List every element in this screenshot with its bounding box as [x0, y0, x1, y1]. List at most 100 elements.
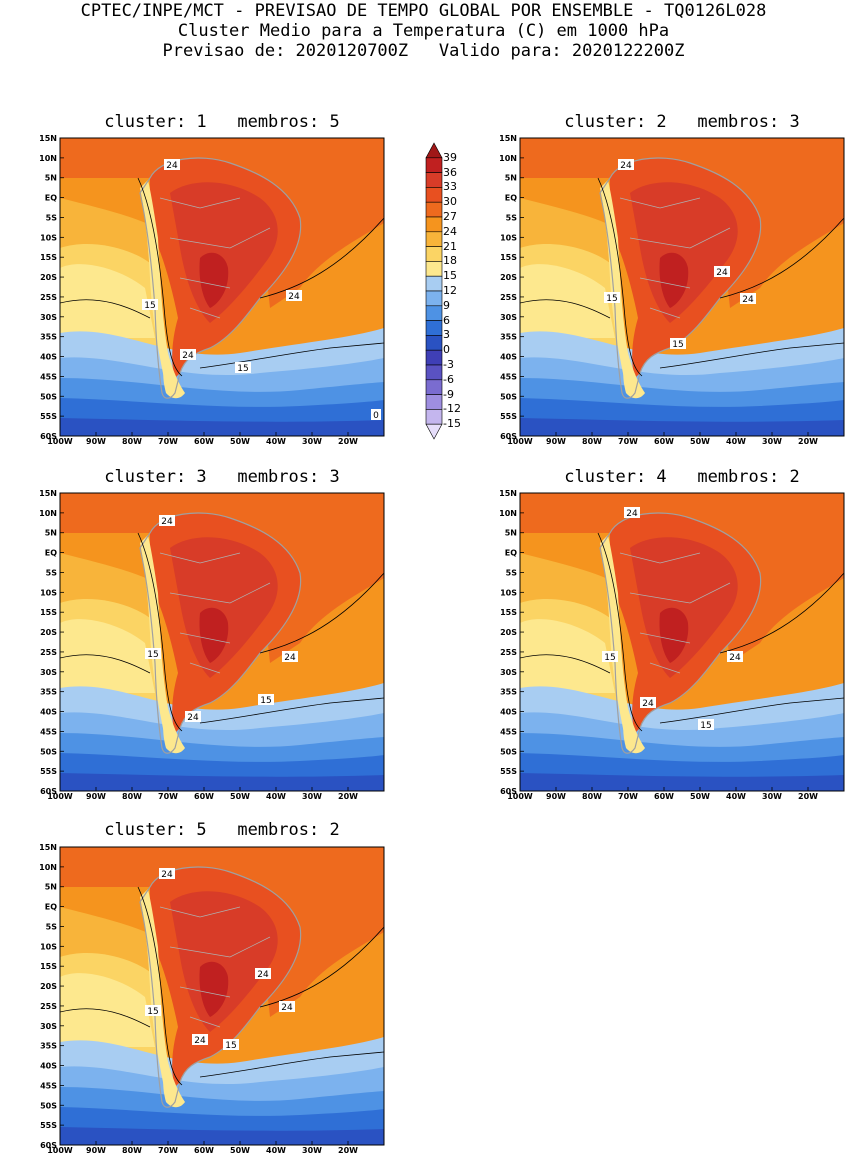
colorbar-label: 36: [443, 165, 457, 179]
contour-label: 24: [620, 161, 632, 171]
colorbar-swatch: [425, 423, 443, 440]
lon-label: 50W: [230, 1146, 250, 1155]
lon-label: 30W: [302, 792, 322, 801]
map-panel-4: 15N 10N 5N EQ 5S 10S 15S 20S 25S 30S 35S 40S 45S 50S 5…: [499, 489, 845, 801]
colorbar-label: 12: [443, 284, 457, 297]
lat-label: EQ: [505, 549, 517, 558]
contour-label-box: [223, 1039, 239, 1050]
contour-label: 15: [672, 340, 683, 350]
lat-label: 20S: [40, 273, 57, 282]
colorbar-swatch: [425, 320, 443, 336]
lon-label: 90W: [86, 792, 106, 801]
lat-label: EQ: [45, 903, 57, 912]
lat-label: 25S: [40, 293, 57, 302]
panel-5-title: cluster: 5 membros: 2: [104, 820, 340, 840]
contour-label-box: [727, 651, 743, 662]
lat-label: 60S: [40, 787, 57, 796]
lat-label: 5S: [46, 922, 58, 931]
colorbar: [425, 142, 443, 440]
lon-label: 50W: [690, 437, 710, 446]
map-field: [60, 493, 384, 791]
lat-label: 5N: [45, 883, 57, 892]
lon-label: 30W: [302, 437, 322, 446]
lat-label: 40S: [500, 708, 517, 717]
contour-label-box: [740, 293, 756, 304]
colorbar-swatch: [425, 409, 443, 425]
lat-label: 35S: [500, 333, 517, 342]
lon-label: 60W: [654, 437, 674, 446]
lat-label: 45S: [500, 727, 517, 736]
lat-label: 10S: [40, 942, 57, 951]
lat-label: 55S: [40, 412, 57, 421]
lat-label: 50S: [500, 747, 517, 756]
lon-label: 40W: [726, 437, 746, 446]
lat-label: 15S: [40, 608, 57, 617]
contour-label-box: [604, 292, 620, 303]
lat-label: 15S: [500, 253, 517, 262]
map-panel-1: 15N 10N 5N EQ 5S 10S 15S 20S 25S 30S 35S 40S 45S 50S 5…: [39, 134, 385, 446]
contour-label: 24: [729, 653, 741, 663]
lat-label: 5S: [46, 568, 58, 577]
lat-label: 5S: [46, 213, 58, 222]
lat-label: 45S: [40, 372, 57, 381]
contour-label: 24: [716, 268, 728, 278]
lon-label: 20W: [338, 792, 358, 801]
contour-label-box: [714, 266, 730, 277]
colorbar-label: 30: [443, 195, 457, 209]
lat-label: EQ: [45, 549, 57, 558]
lat-label: 30S: [40, 1022, 57, 1031]
contour-label-box: [279, 1001, 295, 1012]
colorbar-swatch: [425, 261, 443, 277]
lat-label: 5N: [45, 174, 57, 183]
lat-label: 50S: [40, 1101, 57, 1110]
lat-label: 35S: [40, 1042, 57, 1051]
header-title: CPTEC/INPE/MCT - PREVISAO DE TEMPO GLOBA…: [80, 1, 767, 21]
lat-label: 10N: [499, 509, 517, 518]
lon-label: 100W: [507, 792, 533, 801]
lat-label: 20S: [500, 273, 517, 282]
lat-label: 20S: [40, 628, 57, 637]
colorbar-swatch: [425, 335, 443, 351]
panel-3-title: cluster: 3 membros: 3: [104, 467, 340, 487]
contour-label-box: [185, 711, 201, 722]
lat-label: 40S: [40, 1062, 57, 1071]
contour-label: 15: [237, 364, 248, 374]
lon-label: 50W: [690, 792, 710, 801]
colorbar-label: 39: [443, 150, 457, 164]
contour-label-box: [142, 299, 158, 310]
lon-label: 30W: [762, 437, 782, 446]
colorbar-swatch: [425, 187, 443, 203]
lat-label: 5N: [505, 529, 517, 538]
contour-label-box: [159, 868, 175, 879]
lat-label: 50S: [40, 392, 57, 401]
lat-label: 5S: [506, 213, 518, 222]
map-frame: [519, 492, 845, 792]
map-field: [520, 138, 844, 436]
contour-label-box: [618, 159, 634, 170]
contour-label-box: [180, 349, 196, 360]
contour-label-box: [258, 694, 274, 705]
lat-label: 5N: [505, 174, 517, 183]
contour-label: 15: [225, 1041, 236, 1051]
colorbar-swatch: [425, 275, 443, 292]
contour-label-box: [164, 159, 180, 170]
colorbar-label: -12: [443, 402, 461, 416]
lon-label: 70W: [158, 1146, 178, 1155]
map-panel-5: 15N 10N 5N EQ 5S 10S 15S 20S 25S 30S 35S 40S 45S 50S 5…: [39, 843, 385, 1155]
panel-2-title: cluster: 2 membros: 3: [564, 112, 800, 132]
lon-label: 60W: [194, 437, 214, 446]
header-subtitle: Cluster Medio para a Temperatura (C) em …: [177, 21, 670, 41]
contour-label-box: [282, 651, 298, 662]
lon-label: 90W: [546, 437, 566, 446]
contour-label-box: [286, 290, 302, 301]
lat-label: 30S: [500, 313, 517, 322]
lat-label: 10S: [40, 588, 57, 597]
contour-label: 24: [257, 970, 269, 980]
lat-label: 25S: [40, 1002, 57, 1011]
colorbar-label: -15: [443, 417, 461, 431]
colorbar-label: 15: [443, 269, 457, 283]
contour-label: 15: [147, 1007, 158, 1017]
colorbar-swatch: [425, 172, 443, 188]
lat-label: 10S: [500, 233, 517, 242]
contour-label-box: [145, 1005, 161, 1016]
